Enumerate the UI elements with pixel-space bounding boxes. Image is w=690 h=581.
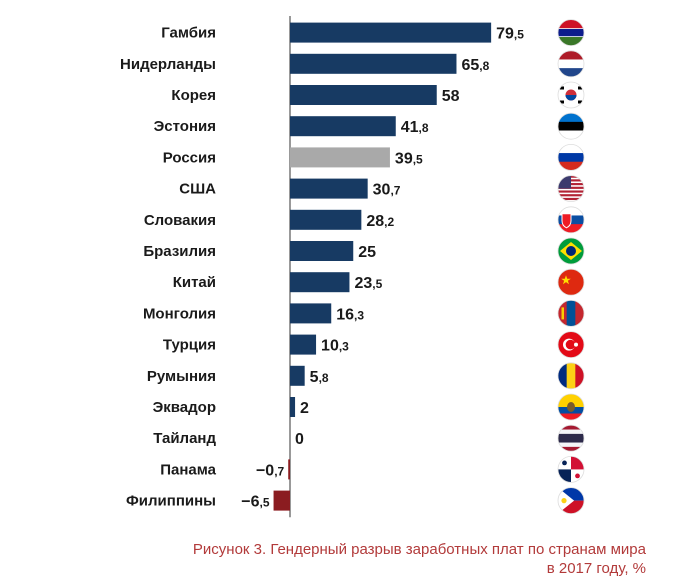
bar [290,303,332,324]
gambia-flag-icon [557,19,585,46]
mongolia-flag-icon [557,299,585,327]
bar [290,147,390,168]
estonia-flag-icon [557,112,585,140]
bar [290,53,457,74]
bar [290,334,317,355]
netherlands-flag-icon [557,50,585,78]
bar [290,116,396,137]
figure-caption: Рисунок 3. Гендерный разрыв заработных п… [193,540,646,578]
bar [290,397,296,417]
brazil-flag-icon [557,237,585,265]
value-label: 39,5 [395,150,423,167]
caption-line-2: в 2017 году, % [546,560,646,577]
category-label: Эстония [154,118,216,135]
value-label: 5,8 [310,369,329,386]
category-label: Нидерланды [120,56,216,73]
bar [288,459,290,480]
bar [290,241,354,261]
bar-chart: Гамбия 79,5 Нидерланды 65,8 Корея 58 Эстония 41… [120,16,585,518]
category-label: Россия [163,149,216,166]
bar [290,365,305,386]
philippines-flag-icon [557,487,585,515]
category-label: Тайланд [153,430,216,447]
value-label: 65,8 [461,57,489,74]
category-label: Турция [163,337,216,354]
value-label: 28,2 [366,213,394,230]
slovakia-flag-icon [557,206,585,234]
category-label: Филиппины [126,493,216,510]
panama-flag-icon [557,455,585,483]
russia-flag-icon [557,143,585,171]
value-label: 16,3 [336,306,364,323]
value-label: 41,8 [401,119,429,136]
category-label: Монголия [143,305,216,322]
category-label: Корея [171,87,216,104]
turkey-flag-icon [557,331,585,359]
bar [290,85,437,105]
category-label: Китай [173,274,216,291]
korea-flag-icon [557,81,585,109]
bar [273,490,290,511]
china-flag-icon [557,268,585,296]
category-label: США [179,181,216,198]
category-label: Эквадор [153,399,216,416]
usa-flag-icon [557,175,585,203]
value-label: 79,5 [496,26,524,43]
romania-flag-icon [557,362,585,390]
category-label: Румыния [147,368,216,385]
bar [290,209,362,230]
value-label: 25 [358,244,376,261]
value-label: 30,7 [373,182,401,199]
value-label: 58 [442,88,460,105]
value-label: −0,7 [256,462,285,479]
ecuador-flag-icon [557,393,585,421]
bar [290,178,368,199]
thailand-flag-icon [557,424,585,452]
category-label: Бразилия [143,243,216,260]
value-label: 0 [295,431,304,448]
caption-line-1: Рисунок 3. Гендерный разрыв заработных п… [192,541,646,558]
bar [290,272,350,293]
value-label: 2 [300,400,309,417]
bar [290,22,492,43]
category-label: Словакия [144,212,216,229]
category-label: Панама [160,461,216,478]
value-label: 23,5 [354,275,382,292]
value-label: −6,5 [241,494,270,511]
category-label: Гамбия [161,25,216,42]
value-label: 10,3 [321,338,349,355]
